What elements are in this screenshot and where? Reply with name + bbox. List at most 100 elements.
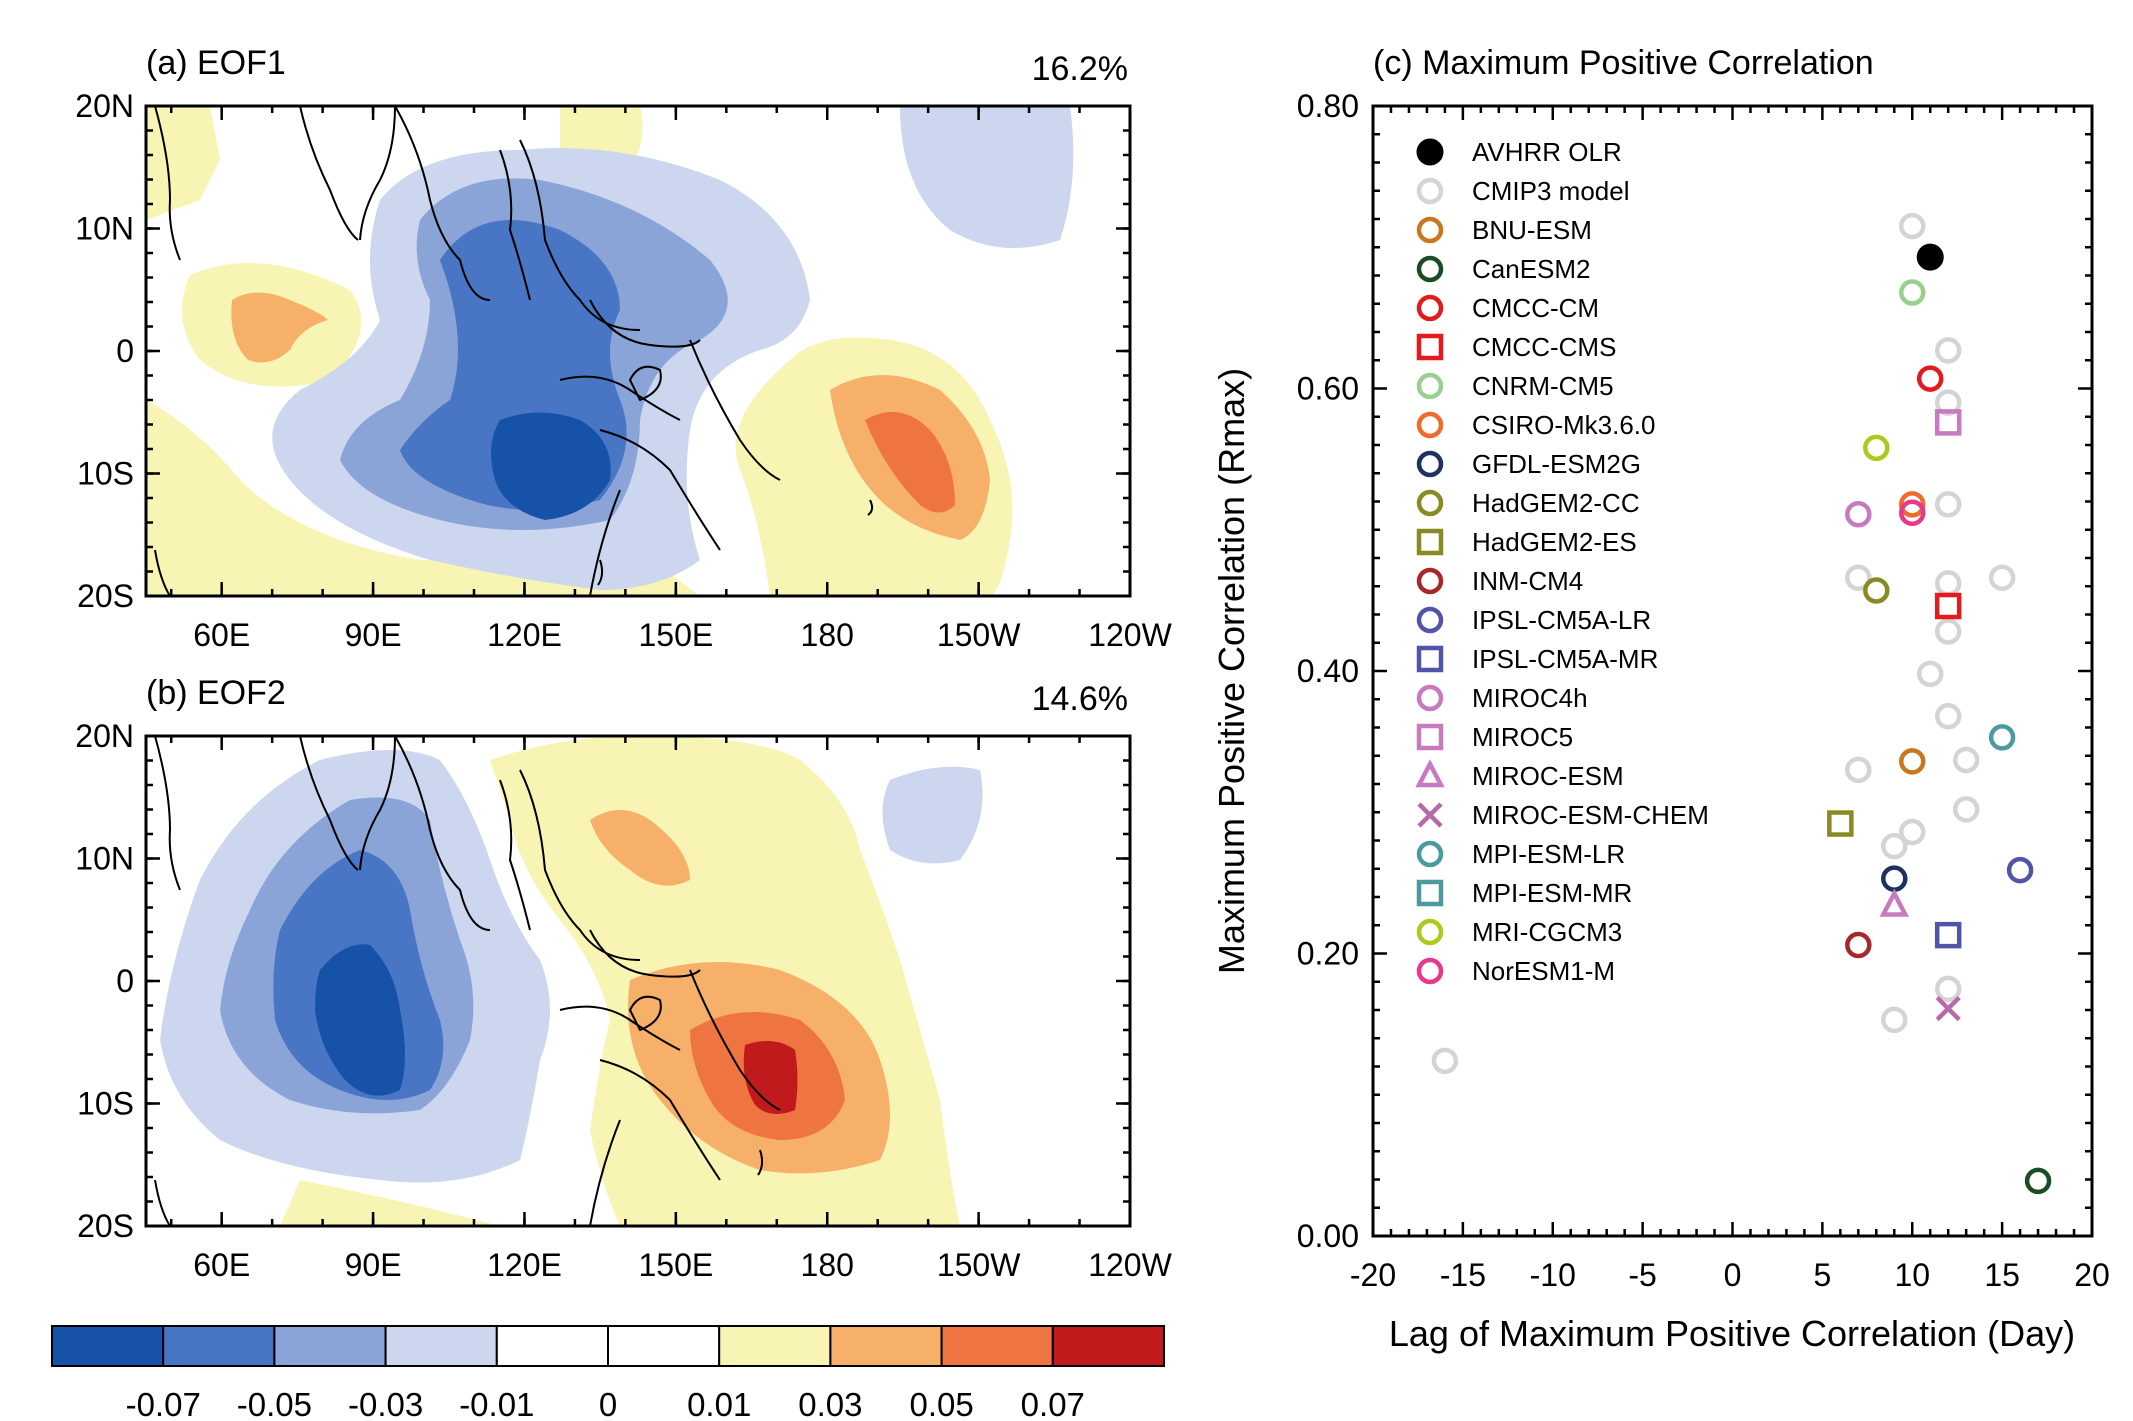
- point-cmip3-model: [1881, 832, 1908, 860]
- legend-marker-mri-cgcm3: [1416, 918, 1444, 946]
- point-ipsl-cm5a-lr: [2006, 856, 2034, 884]
- legend-label-csiro-mk3-6-0: CSIRO-Mk3.6.0: [1472, 410, 1656, 440]
- point-cmip3-model: [1952, 746, 1980, 774]
- legend-label-noresm1-m: NorESM1-M: [1472, 956, 1615, 986]
- panel-a-lat-label: 20N: [75, 88, 134, 124]
- panel-a-lon-label: 120E: [487, 617, 562, 653]
- panel-c-title: (c) Maximum Positive Correlation: [1373, 44, 1874, 82]
- panel-c-ticks: -20 -15 -10 -5 0 5 10 15 20 0.00 0.20 0.40 0.60 0.80: [1297, 88, 2110, 1293]
- y-tick-label: 0.00: [1297, 1218, 1359, 1254]
- panel-a-variance: 16.2%: [1032, 50, 1128, 88]
- panel-c-scatter: (c) Maximum Positive Correlation -20 -15 -…: [1211, 44, 2110, 1354]
- point-hadgem2-es: [1827, 810, 1854, 837]
- x-tick-label: -20: [1350, 1257, 1396, 1293]
- legend-label-mpi-esm-mr: MPI-ESM-MR: [1472, 878, 1632, 908]
- x-tick-label: 20: [2074, 1257, 2110, 1293]
- colorbar-segment: [384, 1325, 498, 1367]
- x-tick-label: 15: [1984, 1257, 2020, 1293]
- legend-marker-inm-cm4: [1416, 567, 1444, 595]
- legend-label-mri-cgcm3: MRI-CGCM3: [1472, 917, 1622, 947]
- point-cmip3-model: [1881, 1006, 1908, 1034]
- colorbar-segment: [1051, 1325, 1166, 1367]
- legend-label-miroc5: MIROC5: [1472, 722, 1573, 752]
- colorbar-label: 0.05: [909, 1386, 973, 1421]
- panel-b-pos1-south: [280, 1180, 500, 1226]
- panel-b-title: (b) EOF2: [146, 674, 286, 712]
- point-miroc5: [1934, 409, 1962, 436]
- point-cmip3-model: [1899, 818, 1926, 846]
- legend-label-mpi-esm-lr: MPI-ESM-LR: [1472, 839, 1625, 869]
- legend-marker-mpi-esm-lr: [1416, 840, 1444, 868]
- panel-a-lon-label: 90E: [345, 617, 402, 653]
- point-cmip3-model: [1845, 564, 1872, 592]
- x-tick-label: -15: [1440, 1257, 1486, 1293]
- panel-b-lat-label: 10S: [77, 1086, 134, 1122]
- colorbar: -0.07 -0.05 -0.03 -0.01 0 0.01 0.03 0.05 0.07: [51, 1325, 1166, 1421]
- legend-marker-ipsl-cm5a-mr: [1416, 645, 1444, 673]
- point-cmip3-model: [1431, 1047, 1459, 1075]
- panel-a-lon-label: 150E: [638, 617, 713, 653]
- point-avhrr-olr: [1916, 243, 1944, 271]
- panel-a-ticks: 20N 10N 0 10S 20S 60E 90E 120E 150E 180 150W 120W: [75, 88, 1172, 653]
- legend-marker-hadgem2-es: [1416, 528, 1444, 556]
- legend-label-canesm2: CanESM2: [1472, 254, 1591, 284]
- legend-marker-miroc5: [1416, 723, 1444, 751]
- panel-b-pos2-north: [590, 810, 690, 886]
- panel-b-variance: 14.6%: [1032, 680, 1128, 718]
- point-cmip3-model: [1934, 618, 1962, 645]
- y-tick-label: 0.20: [1297, 936, 1359, 972]
- panel-b-neg1-ne: [882, 766, 983, 864]
- panel-b-neg4-main: [315, 944, 405, 1096]
- panel-a-lon-label: 120W: [1088, 617, 1172, 653]
- panel-b-coastlines: [154, 736, 781, 1226]
- point-cmip3-model: [1934, 491, 1962, 518]
- point-mri-cgcm3: [1863, 434, 1890, 462]
- point-hadgem2-cc: [1863, 577, 1890, 604]
- colorbar-label: 0: [599, 1386, 617, 1421]
- panel-a-pos1-west: [146, 106, 220, 220]
- panel-b-ticks: 20N 10N 0 10S 20S 60E 90E 120E 150E 180 150W 120W: [75, 718, 1172, 1283]
- legend-marker-ipsl-cm5a-lr: [1416, 606, 1444, 634]
- panel-a-neg1-ne: [900, 106, 1074, 248]
- colorbar-label: -0.05: [237, 1386, 312, 1421]
- legend-marker-cmcc-cm: [1416, 294, 1444, 322]
- panel-b-lat-label: 20S: [77, 1208, 134, 1244]
- colorbar-label: 0.07: [1021, 1386, 1085, 1421]
- point-cmip3-model: [1952, 796, 1980, 823]
- panel-a-eof1: (a) EOF1 16.2%: [75, 44, 1172, 653]
- x-tick-label: 10: [1894, 1257, 1930, 1293]
- legend-marker-cmip3-model: [1416, 177, 1444, 205]
- panel-a-title: (a) EOF1: [146, 44, 286, 82]
- legend-marker-bnu-esm: [1416, 216, 1444, 244]
- legend-marker-cnrm-cm5: [1416, 372, 1444, 400]
- legend-marker-mpi-esm-mr: [1416, 879, 1444, 907]
- panel-b-lat-label: 20N: [75, 718, 134, 754]
- legend-label-miroc-esm-chem: MIROC-ESM-CHEM: [1472, 800, 1709, 830]
- legend-marker-miroc4h: [1416, 684, 1444, 712]
- legend-label-hadgem2-cc: HadGEM2-CC: [1472, 488, 1640, 518]
- panel-b-lon-label: 150W: [937, 1247, 1021, 1283]
- colorbar-segment: [51, 1325, 165, 1367]
- point-csiro-mk3-6-0: [1899, 491, 1926, 518]
- panel-a-lon-label: 180: [801, 617, 854, 653]
- point-miroc-esm-chem: [1935, 995, 1961, 1022]
- panel-b-lat-label: 0: [116, 963, 134, 999]
- legend-label-ipsl-cm5a-lr: IPSL-CM5A-LR: [1472, 605, 1651, 635]
- colorbar-label: -0.07: [126, 1386, 201, 1421]
- point-cmcc-cm: [1916, 365, 1944, 392]
- colorbar-segment: [829, 1325, 943, 1367]
- panel-b-lon-label: 120W: [1088, 1247, 1172, 1283]
- panel-a-coastlines: [154, 106, 874, 596]
- y-tick-label: 0.40: [1297, 653, 1359, 689]
- x-tick-label: -5: [1628, 1257, 1656, 1293]
- y-tick-label: 0.60: [1297, 371, 1359, 407]
- point-noresm1-m: [1899, 499, 1926, 527]
- legend-marker-gfdl-esm2g: [1416, 450, 1444, 478]
- panel-b-contours: [146, 736, 1130, 1226]
- colorbar-segment: [940, 1325, 1054, 1367]
- x-tick-label: -10: [1530, 1257, 1576, 1293]
- point-cmip3-model: [1934, 702, 1962, 730]
- legend-marker-noresm1-m: [1416, 957, 1444, 985]
- colorbar-label: 0.03: [798, 1386, 862, 1421]
